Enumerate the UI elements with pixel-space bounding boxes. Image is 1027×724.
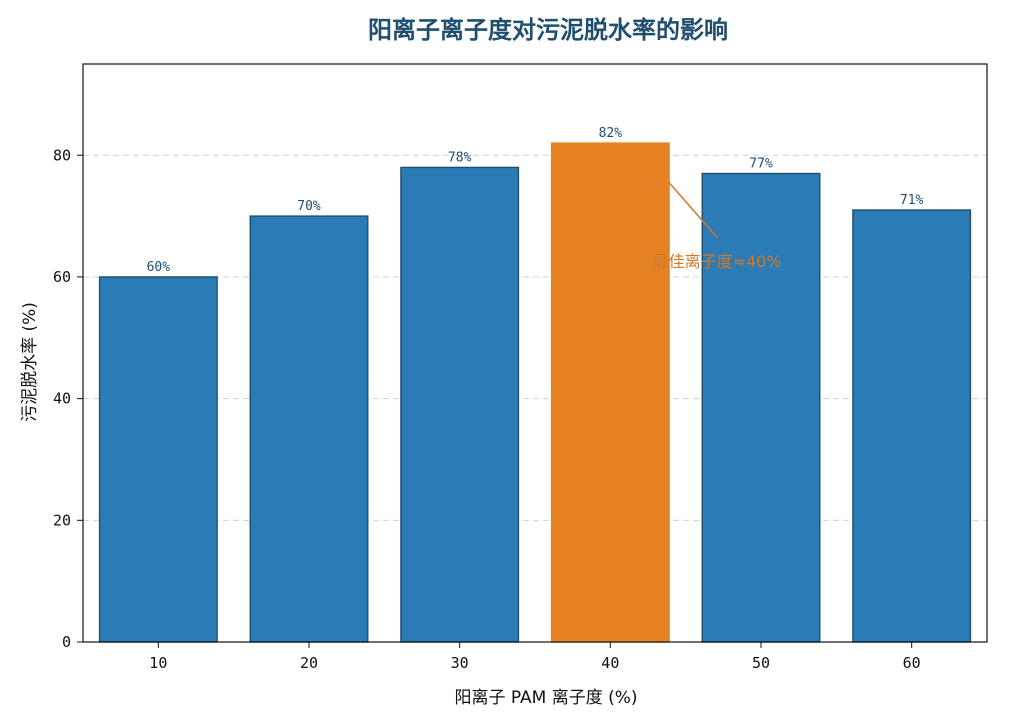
data-label-20: 70% <box>297 199 321 214</box>
bar-60 <box>852 209 972 643</box>
bar-20 <box>249 215 369 643</box>
x-tick-label-50: 50 <box>752 654 770 672</box>
annotation-text: 最佳离子度≈40% <box>653 252 782 271</box>
y-tick-label: 40 <box>53 390 71 408</box>
data-label-50: 77% <box>749 157 773 172</box>
y-tick-label: 0 <box>62 633 71 651</box>
axes: 0 20 40 60 80 10 20 30 40 50 60 <box>53 146 921 672</box>
x-tick-label-30: 30 <box>451 654 469 672</box>
y-tick-label: 20 <box>53 511 71 529</box>
data-label-10: 60% <box>147 260 171 275</box>
bar-30 <box>400 166 520 643</box>
data-labels: 60% 70% 78% 82% 77% 71% <box>147 126 924 275</box>
bar-10 <box>98 276 218 643</box>
x-tick-label-20: 20 <box>300 654 318 672</box>
bar-40 <box>550 142 670 643</box>
x-tick-label-40: 40 <box>601 654 619 672</box>
chart-title: 阳离子离子度对污泥脱水率的影响 <box>368 16 728 44</box>
y-axis-label: 污泥脱水率 (%) <box>20 302 40 422</box>
bar-50 <box>701 172 821 643</box>
y-tick-label: 80 <box>53 146 71 164</box>
data-label-40: 82% <box>599 126 623 141</box>
annotation: 最佳离子度≈40% <box>653 182 782 271</box>
x-tick-label-60: 60 <box>903 654 921 672</box>
grid-lines <box>83 154 987 521</box>
plot-frame <box>82 63 988 643</box>
bars <box>98 142 972 643</box>
y-tick-label: 60 <box>53 268 71 286</box>
x-tick-label-10: 10 <box>149 654 167 672</box>
annotation-arrow <box>668 182 718 238</box>
data-label-30: 78% <box>448 150 472 165</box>
data-label-60: 71% <box>900 193 924 208</box>
x-axis-label: 阳离子 PAM 离子度 (%) <box>454 688 637 708</box>
